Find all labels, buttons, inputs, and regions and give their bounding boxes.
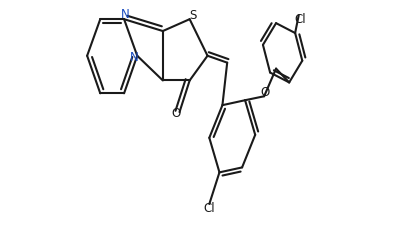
Text: O: O: [260, 86, 269, 99]
Text: Cl: Cl: [294, 13, 306, 26]
Text: N: N: [121, 9, 130, 22]
Text: N: N: [130, 51, 139, 64]
Text: O: O: [171, 107, 180, 120]
Text: Cl: Cl: [204, 202, 215, 215]
Text: S: S: [189, 9, 196, 22]
